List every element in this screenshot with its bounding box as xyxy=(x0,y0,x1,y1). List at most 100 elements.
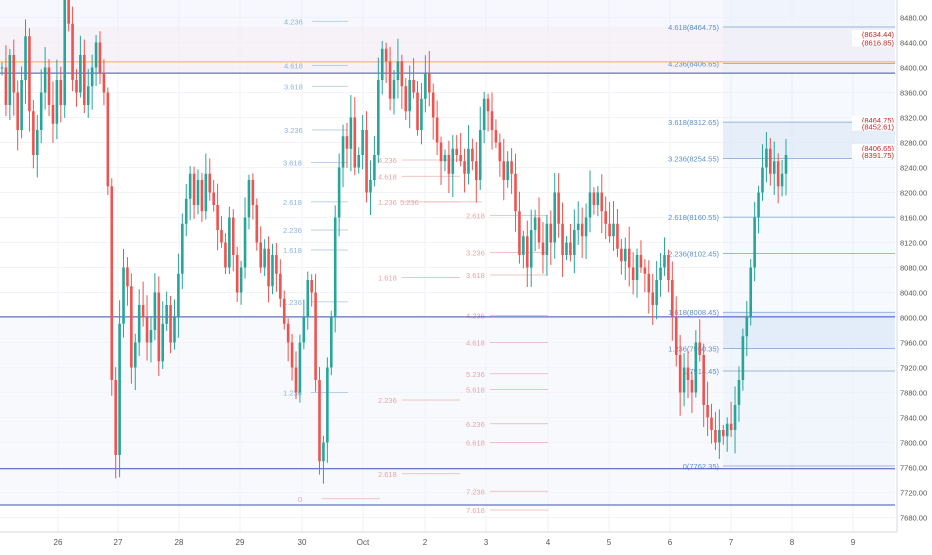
candle xyxy=(478,106,482,191)
candle xyxy=(200,172,204,223)
candle xyxy=(772,141,776,196)
candle-body xyxy=(90,67,94,87)
candle-body xyxy=(39,92,43,130)
time-axis[interactable]: 26 27 28 29 30 Oct 2 3 4 5 6 7 8 9 xyxy=(0,531,932,550)
candle-body xyxy=(259,242,263,268)
candle-body xyxy=(706,405,709,418)
candle-body xyxy=(710,417,713,430)
candle xyxy=(212,179,215,212)
candle-body xyxy=(451,148,455,174)
fib-left-label: 2.236 xyxy=(283,226,302,235)
candle-body xyxy=(192,173,196,205)
candle-body xyxy=(776,161,780,187)
candle xyxy=(404,78,408,121)
candle-body xyxy=(588,192,592,218)
candle xyxy=(518,191,521,264)
price-badge-label: (8634.44) xyxy=(862,30,895,39)
candle-body xyxy=(522,236,525,255)
candle-body xyxy=(94,42,98,68)
candle-body xyxy=(224,242,227,268)
price-badge-label: (8616.85) xyxy=(862,39,895,48)
candle xyxy=(79,35,82,98)
fib-left-pink-label: 2.236 xyxy=(378,396,397,405)
candle xyxy=(447,140,451,194)
candle xyxy=(302,299,306,350)
candle xyxy=(75,68,78,107)
candle xyxy=(251,173,255,220)
fib-left-pink-label: 3.618 xyxy=(466,271,485,280)
candle-body xyxy=(212,192,215,205)
candle-body xyxy=(314,292,317,380)
price-badge-bg xyxy=(852,144,896,152)
candle-body xyxy=(145,317,149,343)
candle-body xyxy=(510,161,513,174)
candle xyxy=(608,202,611,243)
candle xyxy=(769,138,772,186)
candle-body xyxy=(239,267,243,293)
candle-body xyxy=(694,342,698,393)
candle-body xyxy=(741,336,745,380)
candle xyxy=(451,135,455,198)
candle-body xyxy=(263,248,266,268)
candle-body xyxy=(573,230,576,255)
candle-body xyxy=(169,305,172,343)
candle xyxy=(690,371,694,414)
candle-body xyxy=(357,155,361,168)
candle xyxy=(412,58,415,99)
candle xyxy=(161,301,165,369)
candle xyxy=(314,273,317,392)
candle xyxy=(298,334,302,403)
candle xyxy=(388,47,392,111)
fib-left-pink-label: 1.618 xyxy=(378,274,397,283)
candle xyxy=(377,57,380,164)
candle-body xyxy=(141,305,145,318)
candle-body xyxy=(165,305,168,324)
candle xyxy=(761,144,764,201)
candle-body xyxy=(149,330,153,343)
candle xyxy=(533,209,537,252)
candle xyxy=(294,351,298,400)
price-badge-label: (8406.65) xyxy=(862,144,895,153)
candle-body xyxy=(137,305,141,343)
candle-body xyxy=(737,380,741,405)
candle xyxy=(682,353,686,407)
candle xyxy=(745,301,749,357)
fib-left-pink-label: 1.236 xyxy=(378,198,397,207)
candle-body xyxy=(71,23,74,80)
candle xyxy=(753,201,756,282)
candle-body xyxy=(506,161,509,180)
time-tick-label: 27 xyxy=(114,538,123,547)
fib-left-label: 1.618 xyxy=(283,246,302,255)
candle xyxy=(643,259,647,293)
candle-body xyxy=(255,205,259,243)
price-badge-label: (8391.75) xyxy=(862,151,895,160)
candle xyxy=(349,95,353,172)
candle-body xyxy=(47,67,51,105)
price-axis[interactable]: 8680.008640.008600.008560.008520.008480.… xyxy=(896,0,932,550)
candle-body xyxy=(4,67,8,105)
fib-left-label: 1.236 xyxy=(283,389,302,398)
candle-body xyxy=(714,430,717,443)
candle-body xyxy=(341,136,345,168)
candle xyxy=(776,153,780,204)
fib-level-label: 1.618(8008.45) xyxy=(668,308,719,317)
candle xyxy=(729,401,733,437)
fib-left-pink-label: 2.618 xyxy=(378,470,397,479)
candle-body xyxy=(447,155,451,174)
fib-left-pink-label: 4.236 xyxy=(378,156,397,165)
candle xyxy=(565,235,568,261)
candle xyxy=(345,122,349,168)
candle xyxy=(255,198,259,251)
candle-body xyxy=(388,61,392,99)
candle xyxy=(235,246,239,303)
candle xyxy=(224,233,227,275)
candle-body xyxy=(569,242,572,255)
price-tick-label: 8240.00 xyxy=(900,164,927,173)
candle xyxy=(12,39,16,116)
price-tick-label: 8200.00 xyxy=(900,189,927,198)
candle-body xyxy=(24,36,27,80)
candle-body xyxy=(130,286,133,368)
fib-left-label: 4.236 xyxy=(284,17,303,26)
candle-body xyxy=(302,317,306,343)
price-tick-label: 8400.00 xyxy=(900,64,927,73)
